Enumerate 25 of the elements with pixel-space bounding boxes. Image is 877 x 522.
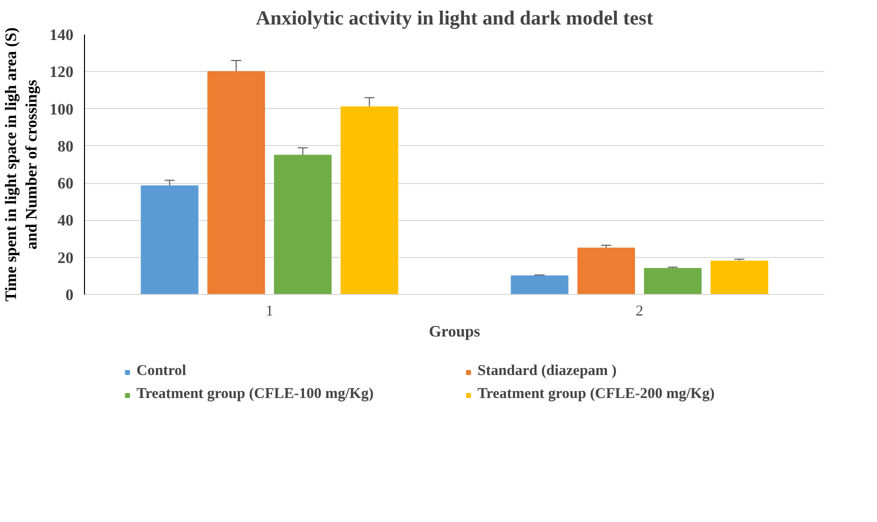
bar bbox=[274, 154, 332, 294]
y-tick-label: 20 bbox=[58, 250, 74, 267]
bar bbox=[207, 71, 266, 294]
chart-title: Anxiolytic activity in light and dark model test bbox=[256, 8, 654, 30]
bar bbox=[510, 275, 568, 294]
bar bbox=[340, 106, 398, 294]
y-tick-label: 140 bbox=[50, 27, 74, 44]
y-tick-label: 80 bbox=[58, 138, 74, 156]
y-axis-title: Time spent in light space in ligh area (S) and Number of crossings bbox=[3, 27, 40, 302]
legend-label: Standard (diazepam ) bbox=[478, 363, 618, 380]
bar bbox=[644, 268, 702, 294]
bar bbox=[710, 260, 768, 294]
legend-label: Treatment group (CFLE-100 mg/Kg) bbox=[136, 386, 375, 403]
y-tick-label: 60 bbox=[58, 176, 74, 193]
y-tick-label: 120 bbox=[50, 64, 74, 82]
x-tick-label: 1 bbox=[266, 304, 274, 320]
bar bbox=[140, 185, 198, 294]
y-tick-label: 100 bbox=[50, 101, 74, 118]
y-tick-label: 40 bbox=[58, 212, 74, 230]
bar bbox=[577, 248, 636, 294]
x-axis-title: Groups bbox=[428, 324, 480, 340]
legend-label: Treatment group (CFLE-200 mg/Kg) bbox=[478, 386, 716, 403]
legend-label: Control bbox=[136, 363, 188, 380]
x-tick-label: 2 bbox=[636, 304, 644, 320]
y-tick-label: 0 bbox=[66, 287, 74, 304]
